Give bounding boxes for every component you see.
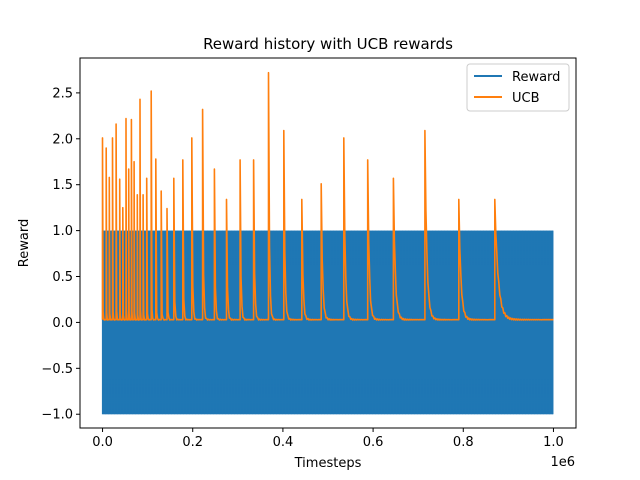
x-tick-label: 0.0	[92, 435, 113, 450]
y-tick-label: 2.0	[52, 132, 73, 147]
y-tick-label: −0.5	[41, 362, 73, 377]
legend-ucb-label: UCB	[512, 91, 540, 106]
y-tick-label: 0.5	[52, 270, 73, 285]
x-axis-label: Timesteps	[294, 456, 362, 471]
reward-series-line	[101, 230, 554, 415]
x-tick-label: 0.4	[273, 435, 294, 450]
x-tick-label: 1.0	[543, 435, 564, 450]
ucb-series-line	[101, 71, 554, 321]
x-tick-label: 0.8	[453, 435, 474, 450]
y-tick-label: 2.5	[52, 86, 73, 101]
y-axis-label: Reward	[17, 219, 32, 267]
chart-title: Reward history with UCB rewards	[203, 35, 453, 53]
plot-frame	[79, 57, 577, 429]
legend-reward-label: Reward	[512, 70, 560, 85]
y-tick-label: 1.0	[52, 224, 73, 239]
legend: Reward UCB	[466, 63, 570, 112]
y-tick-label: 1.5	[52, 178, 73, 193]
y-tick-label: −1.0	[41, 408, 73, 423]
y-tick-label: 0.0	[52, 316, 73, 331]
x-tick-label: 0.2	[182, 435, 203, 450]
x-tick-label: 0.6	[363, 435, 384, 450]
x-offset-label: 1e6	[550, 455, 575, 470]
